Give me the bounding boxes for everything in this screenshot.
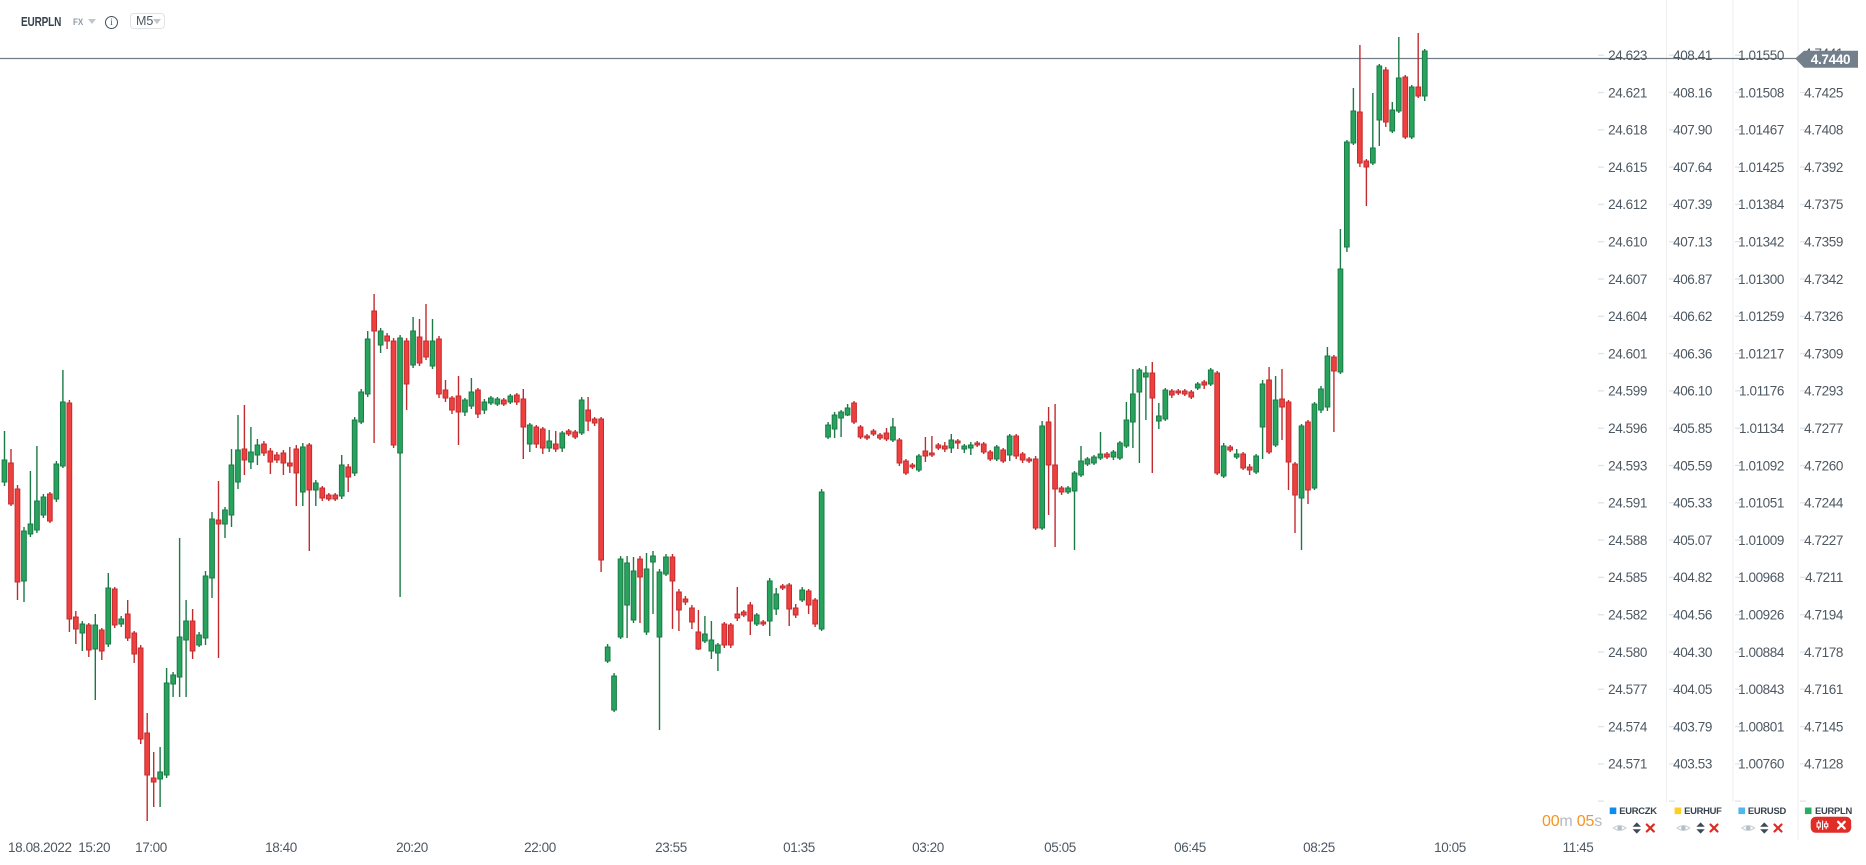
svg-text:404.82: 404.82 — [1673, 570, 1712, 585]
svg-text:22:00: 22:00 — [524, 840, 556, 855]
svg-text:404.30: 404.30 — [1673, 645, 1712, 660]
svg-text:24.615: 24.615 — [1608, 160, 1647, 175]
svg-text:00m 05s: 00m 05s — [1542, 813, 1602, 830]
svg-text:4.7342: 4.7342 — [1804, 272, 1843, 287]
svg-text:407.90: 407.90 — [1673, 123, 1712, 138]
svg-text:405.85: 405.85 — [1673, 421, 1712, 436]
svg-text:05:05: 05:05 — [1044, 840, 1076, 855]
svg-text:EURPLN: EURPLN — [1815, 805, 1853, 816]
svg-text:4.7178: 4.7178 — [1804, 645, 1843, 660]
svg-text:406.87: 406.87 — [1673, 272, 1712, 287]
svg-text:4.7440: 4.7440 — [1811, 52, 1851, 67]
svg-text:1.01425: 1.01425 — [1738, 160, 1784, 175]
svg-text:1.00843: 1.00843 — [1738, 682, 1784, 697]
svg-text:1.01300: 1.01300 — [1738, 272, 1784, 287]
svg-text:24.607: 24.607 — [1608, 272, 1647, 287]
svg-text:08:25: 08:25 — [1303, 840, 1335, 855]
svg-text:1.01467: 1.01467 — [1738, 123, 1784, 138]
svg-text:24.591: 24.591 — [1608, 496, 1647, 511]
svg-text:24.618: 24.618 — [1608, 123, 1647, 138]
svg-text:20:20: 20:20 — [396, 840, 428, 855]
svg-text:4.7277: 4.7277 — [1804, 421, 1843, 436]
svg-text:406.62: 406.62 — [1673, 309, 1712, 324]
svg-text:408.41: 408.41 — [1673, 48, 1712, 63]
svg-text:405.33: 405.33 — [1673, 496, 1712, 511]
svg-text:4.7309: 4.7309 — [1804, 346, 1843, 361]
svg-text:24.571: 24.571 — [1608, 757, 1647, 772]
svg-text:4.7227: 4.7227 — [1804, 533, 1843, 548]
svg-text:4.7392: 4.7392 — [1804, 160, 1843, 175]
svg-text:407.39: 407.39 — [1673, 197, 1712, 212]
svg-text:4.7128: 4.7128 — [1804, 757, 1843, 772]
svg-text:4.7359: 4.7359 — [1804, 235, 1843, 250]
svg-text:24.577: 24.577 — [1608, 682, 1647, 697]
svg-text:4.7211: 4.7211 — [1805, 570, 1843, 585]
svg-text:407.13: 407.13 — [1673, 235, 1712, 250]
svg-text:01:35: 01:35 — [783, 840, 815, 855]
svg-text:1.01009: 1.01009 — [1738, 533, 1784, 548]
svg-text:1.00801: 1.00801 — [1738, 719, 1784, 734]
svg-text:1.01217: 1.01217 — [1738, 346, 1784, 361]
svg-text:1.00884: 1.00884 — [1738, 645, 1785, 660]
svg-text:1.01092: 1.01092 — [1738, 458, 1784, 473]
svg-text:18:40: 18:40 — [265, 840, 297, 855]
svg-text:24.612: 24.612 — [1608, 197, 1647, 212]
svg-text:10:05: 10:05 — [1434, 840, 1466, 855]
svg-text:03:20: 03:20 — [912, 840, 944, 855]
svg-text:4.7326: 4.7326 — [1804, 309, 1843, 324]
svg-text:403.53: 403.53 — [1673, 757, 1712, 772]
svg-text:11:45: 11:45 — [1563, 840, 1594, 855]
svg-text:EURCZK: EURCZK — [1619, 805, 1657, 816]
svg-text:4.7244: 4.7244 — [1804, 496, 1844, 511]
svg-text:24.604: 24.604 — [1608, 309, 1648, 324]
svg-text:405.59: 405.59 — [1673, 458, 1712, 473]
svg-text:4.7293: 4.7293 — [1804, 384, 1843, 399]
svg-text:1.01550: 1.01550 — [1738, 48, 1784, 63]
svg-text:18.08.2022 15:20: 18.08.2022 15:20 — [8, 840, 110, 855]
svg-text:4.7260: 4.7260 — [1804, 458, 1843, 473]
svg-text:1.01259: 1.01259 — [1738, 309, 1784, 324]
svg-text:407.64: 407.64 — [1673, 160, 1713, 175]
svg-text:404.56: 404.56 — [1673, 608, 1712, 623]
svg-text:4.7194: 4.7194 — [1804, 608, 1844, 623]
svg-text:06:45: 06:45 — [1174, 840, 1206, 855]
svg-text:403.79: 403.79 — [1673, 719, 1712, 734]
svg-text:4.7145: 4.7145 — [1804, 719, 1843, 734]
svg-text:23:55: 23:55 — [655, 840, 687, 855]
svg-text:406.36: 406.36 — [1673, 346, 1712, 361]
svg-text:1.01051: 1.01051 — [1738, 496, 1784, 511]
svg-text:24.601: 24.601 — [1608, 346, 1647, 361]
svg-text:EURUSD: EURUSD — [1748, 805, 1787, 816]
svg-text:24.585: 24.585 — [1608, 570, 1647, 585]
svg-text:24.574: 24.574 — [1608, 719, 1648, 734]
svg-text:24.596: 24.596 — [1608, 421, 1647, 436]
svg-text:408.16: 408.16 — [1673, 85, 1712, 100]
svg-text:1.01342: 1.01342 — [1738, 235, 1784, 250]
svg-text:1.00760: 1.00760 — [1738, 757, 1784, 772]
svg-text:1.01176: 1.01176 — [1739, 384, 1784, 399]
svg-text:1.01384: 1.01384 — [1738, 197, 1785, 212]
svg-text:24.621: 24.621 — [1608, 85, 1647, 100]
svg-text:404.05: 404.05 — [1673, 682, 1712, 697]
svg-text:1.00926: 1.00926 — [1738, 608, 1784, 623]
svg-text:24.610: 24.610 — [1608, 235, 1647, 250]
svg-text:4.7408: 4.7408 — [1804, 123, 1843, 138]
svg-text:4.7375: 4.7375 — [1804, 197, 1843, 212]
svg-text:EURHUF: EURHUF — [1684, 805, 1722, 816]
svg-text:4.7425: 4.7425 — [1804, 85, 1843, 100]
svg-text:24.623: 24.623 — [1608, 48, 1647, 63]
svg-text:406.10: 406.10 — [1673, 384, 1712, 399]
svg-text:1.00968: 1.00968 — [1738, 570, 1784, 585]
svg-text:1.01134: 1.01134 — [1739, 421, 1785, 436]
svg-text:17:00: 17:00 — [135, 840, 167, 855]
svg-text:24.593: 24.593 — [1608, 458, 1647, 473]
svg-text:24.582: 24.582 — [1608, 608, 1647, 623]
svg-text:1.01508: 1.01508 — [1738, 85, 1784, 100]
svg-text:24.588: 24.588 — [1608, 533, 1647, 548]
svg-text:24.580: 24.580 — [1608, 645, 1647, 660]
svg-text:4.7161: 4.7161 — [1804, 682, 1843, 697]
svg-text:405.07: 405.07 — [1673, 533, 1712, 548]
svg-text:24.599: 24.599 — [1608, 384, 1647, 399]
